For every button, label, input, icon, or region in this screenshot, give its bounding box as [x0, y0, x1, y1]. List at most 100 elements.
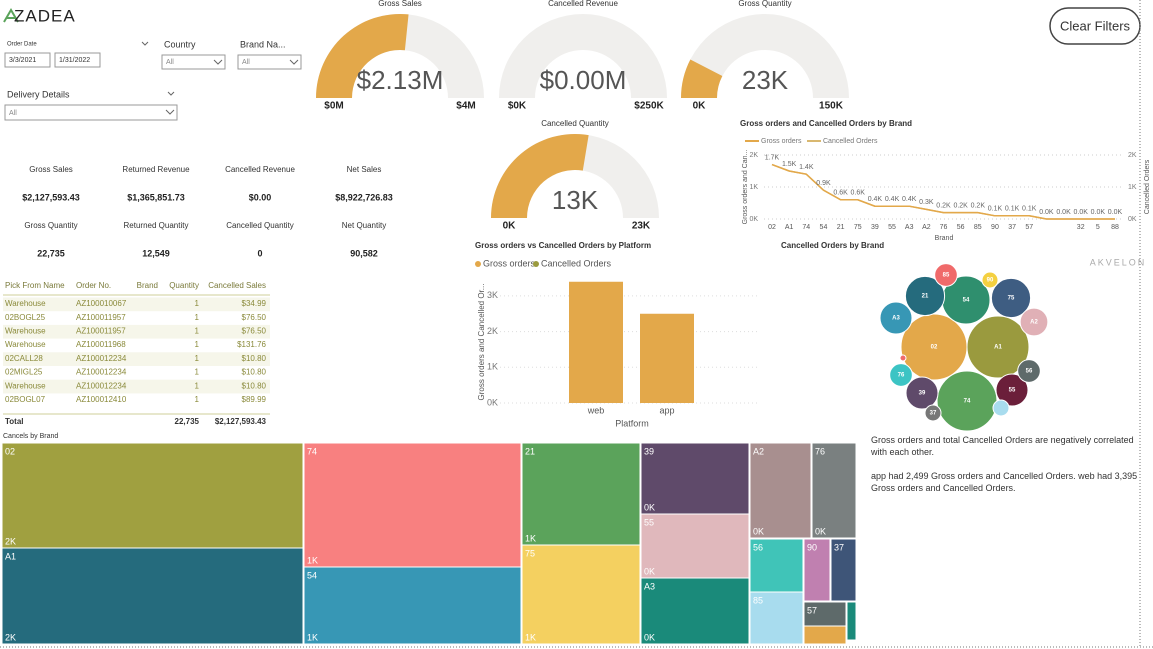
x-tick-label: A2: [922, 224, 931, 231]
gauge-value: 13K: [552, 185, 599, 215]
bubble-label: 56: [1026, 369, 1033, 375]
data-label: 0.2K: [936, 202, 951, 209]
data-label: 0.1K: [1005, 206, 1020, 213]
narrative: Gross orders and total Cancelled Orders …: [871, 434, 1149, 506]
bubble: [1017, 359, 1041, 383]
kpi-label: Cancelled Quantity: [226, 221, 294, 230]
dropdown[interactable]: [161, 54, 226, 70]
y-axis-label: Gross orders and Cancelled Or...: [477, 284, 486, 401]
watermark: AKVELON: [1090, 257, 1147, 267]
x-tick-label: 54: [820, 224, 828, 231]
data-label: 0.0K: [1073, 209, 1088, 216]
kpi-value: $8,922,726.83: [335, 192, 393, 202]
table-cell: AZ100012234: [76, 381, 127, 390]
y-axis-label: Gross orders and Can...: [742, 150, 749, 225]
data-label: 0.2K: [953, 202, 968, 209]
dropdown[interactable]: [237, 54, 302, 70]
tile: [640, 577, 750, 645]
bubble: [905, 376, 939, 410]
date-end[interactable]: 1/31/2022: [59, 57, 90, 64]
kpi-value: $2,127,593.43: [22, 192, 80, 202]
chart-title: Gross orders and Cancelled Orders by Bra…: [740, 119, 912, 128]
bubble: [1019, 307, 1049, 337]
tile-label: 76: [815, 446, 825, 456]
table-cell: 1: [195, 395, 200, 404]
tile-label: 39: [644, 446, 654, 456]
x-tick-label: 02: [768, 224, 776, 231]
tile-value: 1K: [525, 533, 536, 543]
tile: [803, 538, 831, 602]
gauge-range-label: $0K: [508, 101, 527, 112]
legend-swatch: [533, 261, 539, 267]
tile: [811, 442, 857, 539]
data-label: 0.6K: [833, 190, 848, 197]
tile-label: 56: [753, 542, 763, 552]
data-label: 0.6K: [851, 190, 866, 197]
data-label: 0.1K: [1022, 206, 1037, 213]
gauge-range-label: 23K: [632, 221, 651, 232]
tile: [1, 442, 304, 549]
gauge-fill: [681, 59, 723, 98]
y-tick-label: 1K: [487, 362, 498, 372]
button-frame[interactable]: [1049, 7, 1141, 45]
y-tick-label: 0K: [487, 397, 498, 407]
tile-label: 55: [644, 517, 654, 527]
bubble: [879, 301, 913, 335]
dropdown-value[interactable]: All: [242, 59, 250, 66]
button-label[interactable]: Clear Filters: [1060, 18, 1131, 33]
x-tick-label: app: [659, 405, 674, 415]
tile: [521, 544, 641, 645]
table-cell: AZ100011957: [76, 313, 126, 322]
tile: [749, 591, 804, 645]
tile: [846, 601, 857, 641]
dropdown-value[interactable]: All: [166, 59, 174, 66]
bubble-label: 39: [919, 391, 926, 397]
date-start[interactable]: 3/3/2021: [9, 57, 36, 64]
y2-axis-label: Cancelled Orders: [1144, 159, 1151, 214]
x-tick-label: 74: [802, 224, 810, 231]
bubble-label: A1: [994, 345, 1002, 351]
x-axis-label: Platform: [615, 418, 649, 428]
legend-label: Cancelled Orders: [541, 258, 612, 268]
filter-label: Order Date: [7, 42, 37, 48]
table-cell: 1: [195, 381, 200, 390]
kpi-value: $1,365,851.73: [127, 192, 185, 202]
x-tick-label: 75: [854, 224, 862, 231]
table-cell: 02CALL28: [5, 354, 43, 363]
tile: [303, 442, 522, 568]
table-cell: Warehouse: [5, 340, 46, 349]
tile-value: 0K: [815, 526, 826, 536]
date-box[interactable]: [4, 52, 51, 68]
bubble-label: 74: [964, 399, 971, 405]
data-label: 0.3K: [919, 199, 934, 206]
dropdown-value[interactable]: All: [9, 110, 17, 117]
x-tick-label: 56: [957, 224, 965, 231]
bubble-label: 54: [963, 298, 970, 304]
dropdown[interactable]: [4, 104, 178, 121]
clear-filters[interactable]: Clear Filters: [1049, 7, 1141, 45]
tile-label: 74: [307, 446, 317, 456]
table-cell: 1: [195, 299, 200, 308]
chevron: [141, 41, 149, 46]
x-tick-label: 90: [991, 224, 999, 231]
y2-tick-label: 1K: [1128, 184, 1137, 191]
gauge-value: $2.13M: [357, 65, 444, 95]
logo-icon: [3, 8, 19, 23]
tile-label: A1: [5, 551, 16, 561]
bubble-label: 75: [1008, 296, 1015, 302]
y-tick-label: 2K: [749, 152, 758, 159]
filters: Order Date 3/3/2021 1/31/2022 Country Al…: [4, 39, 302, 121]
tile: [303, 566, 522, 645]
data-label: 0.0K: [1039, 209, 1054, 216]
date-box[interactable]: [54, 52, 101, 68]
bubble: [992, 399, 1010, 417]
bubble: [981, 271, 999, 289]
gauge-title: Cancelled Revenue: [548, 0, 618, 8]
data-label: 0.4K: [902, 196, 917, 203]
bubble: [934, 263, 958, 287]
tile-label: 90: [807, 542, 817, 552]
logo-text: ZADEA: [14, 6, 76, 25]
